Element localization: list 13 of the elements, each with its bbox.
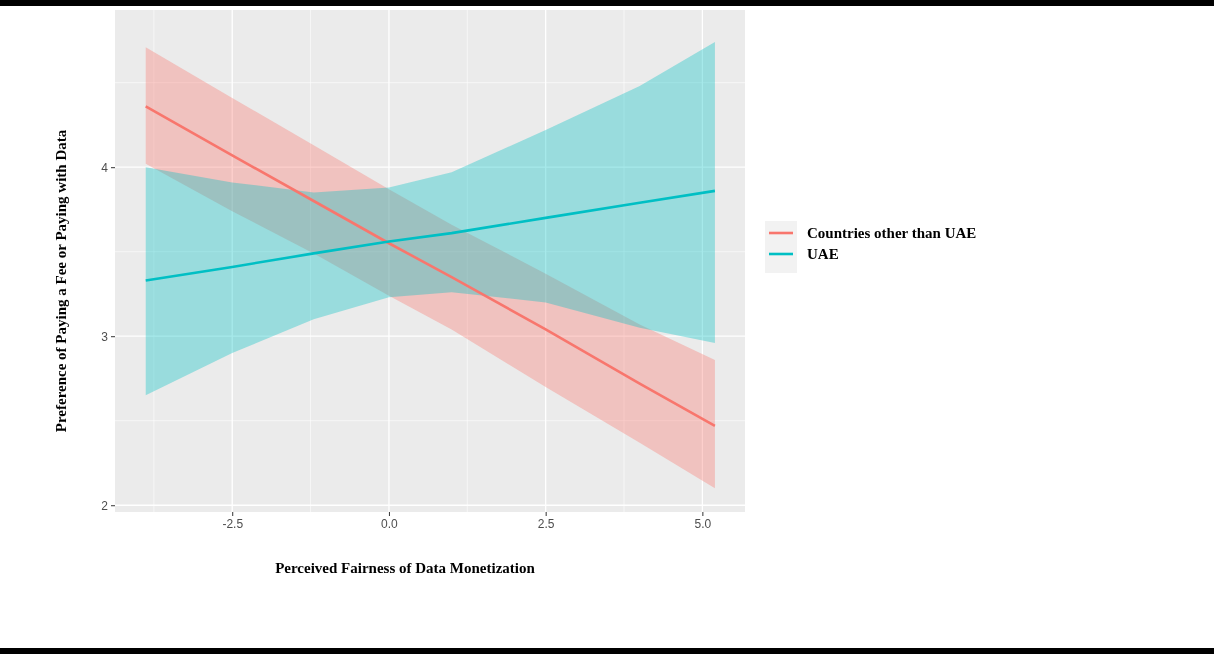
line-series bbox=[144, 105, 717, 428]
line-series bbox=[144, 189, 717, 282]
x-tick-label: -2.5 bbox=[222, 516, 244, 531]
y-tick-label: 3 bbox=[101, 329, 109, 344]
legend-label: Countries other than UAE bbox=[807, 225, 977, 241]
x-tick-label: 5.0 bbox=[694, 516, 712, 531]
y-tick-label: 4 bbox=[101, 160, 109, 175]
x-tick-label: 0.0 bbox=[381, 516, 399, 531]
legend-label: UAE bbox=[807, 246, 839, 262]
x-tick-label: 2.5 bbox=[537, 516, 555, 531]
y-tick-label: 2 bbox=[101, 498, 109, 513]
x-axis-title: Perceived Fairness of Data Monetization bbox=[275, 560, 536, 576]
y-axis-title: Preference of Paying a Fee or Paying with Data bbox=[53, 129, 69, 433]
